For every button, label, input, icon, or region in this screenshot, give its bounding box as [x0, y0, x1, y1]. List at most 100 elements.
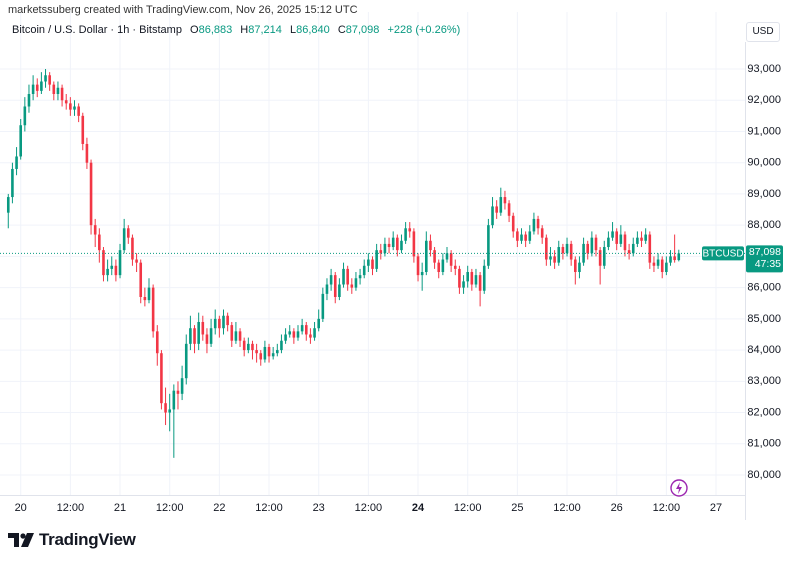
candle-body: [611, 231, 614, 238]
y-tick-label: 83,000: [747, 375, 781, 387]
candle-body: [549, 256, 552, 260]
candle-body: [164, 403, 167, 413]
candle-body: [569, 243, 573, 260]
candle-body: [209, 328, 213, 344]
brand-name: TradingView: [39, 530, 136, 549]
candle-body: [470, 272, 474, 285]
x-tick-label: 12:00: [553, 502, 581, 514]
ohlc-key: L: [289, 24, 297, 36]
candle-body: [31, 84, 35, 94]
y-tick-label: 91,000: [747, 125, 781, 137]
symbol-legend: Bitcoin / U.S. Dollar · 1h · Bitstamp O8…: [12, 24, 460, 36]
candle-body: [184, 343, 188, 379]
candle-body: [259, 353, 263, 360]
candle-body: [247, 343, 250, 351]
candle-body: [640, 237, 643, 241]
candle-body: [110, 265, 114, 269]
candle-body: [284, 334, 287, 341]
candle-body: [491, 206, 494, 226]
price-tag: [746, 245, 783, 273]
candle-body: [532, 218, 536, 232]
candle-body: [391, 237, 395, 248]
x-tick-label: 20: [15, 502, 27, 514]
candle-body: [127, 228, 130, 238]
y-tick-label: 80,000: [747, 469, 781, 481]
candle-body: [416, 256, 420, 276]
candle-body: [354, 278, 358, 288]
grid: [0, 12, 745, 495]
candle-body: [412, 231, 416, 257]
candle-body: [172, 390, 176, 410]
candle-body: [578, 262, 581, 273]
candle-body: [280, 340, 283, 351]
candle-body: [89, 162, 93, 226]
candle-body: [238, 331, 242, 341]
candle-body: [98, 234, 101, 251]
y-tick-label: 90,000: [747, 157, 781, 169]
candle-body: [27, 93, 31, 107]
y-tick-label: 93,000: [747, 63, 781, 75]
candle-body: [602, 247, 606, 266]
y-tick-label: 81,000: [747, 438, 781, 450]
x-tick-label: 12:00: [355, 502, 383, 514]
candle-body: [652, 262, 656, 266]
candle-body: [615, 231, 618, 244]
candle-body: [594, 237, 598, 251]
candle-body: [458, 268, 461, 288]
candle-body: [545, 237, 548, 260]
candle-body: [267, 346, 271, 357]
candle-body: [176, 390, 180, 394]
candle-body: [139, 262, 143, 297]
candle-body: [557, 247, 561, 263]
candle-body: [255, 350, 258, 354]
candle-body: [11, 168, 14, 198]
candle-body: [321, 293, 325, 319]
candle-body: [118, 250, 122, 276]
candle-body: [367, 259, 370, 266]
ohlc-key: H: [240, 24, 249, 36]
x-tick-label: 12:00: [454, 502, 482, 514]
candle-body: [516, 231, 519, 241]
candle-body: [445, 253, 449, 260]
candle-body: [73, 106, 76, 110]
candle-body: [168, 409, 171, 413]
candle-body: [197, 321, 200, 344]
candle-body: [429, 240, 432, 251]
ohlc-value: 87,098: [345, 24, 380, 36]
candle-body: [143, 296, 147, 301]
candle-body: [292, 331, 296, 338]
candle-body: [387, 243, 391, 248]
candle-body: [81, 115, 85, 144]
candle-body: [180, 378, 184, 394]
candle-body: [598, 250, 602, 266]
candle-body: [536, 218, 540, 229]
candle-body: [44, 75, 47, 82]
y-tick-label: 88,000: [747, 219, 781, 231]
candle-body: [449, 253, 453, 266]
candle-body: [106, 268, 109, 276]
candle-body: [333, 275, 337, 297]
candle-body: [271, 353, 275, 357]
y-tick-label: 84,000: [747, 344, 781, 356]
candle-body: [230, 325, 234, 341]
y-tick-label: 85,000: [747, 313, 781, 325]
candle-body: [574, 259, 577, 273]
currency-button[interactable]: USD: [746, 22, 780, 42]
x-tick-label: 27: [710, 502, 722, 514]
price-tag-label: 87,098: [749, 246, 781, 258]
ohlc-value: 86,840: [296, 24, 330, 36]
candle-body: [648, 234, 652, 263]
candle-body: [288, 331, 292, 335]
candle-body: [85, 143, 89, 163]
candle-body: [304, 325, 308, 335]
alert-icon[interactable]: [670, 479, 688, 497]
x-tick-label: 26: [611, 502, 623, 514]
candle-body: [673, 256, 676, 261]
candle-body: [561, 247, 565, 254]
candle-body: [507, 203, 511, 216]
candle-body: [329, 275, 333, 285]
candle-body: [160, 353, 163, 404]
candle-body: [636, 237, 639, 244]
candle-body: [151, 287, 155, 332]
candle-body: [396, 237, 399, 251]
